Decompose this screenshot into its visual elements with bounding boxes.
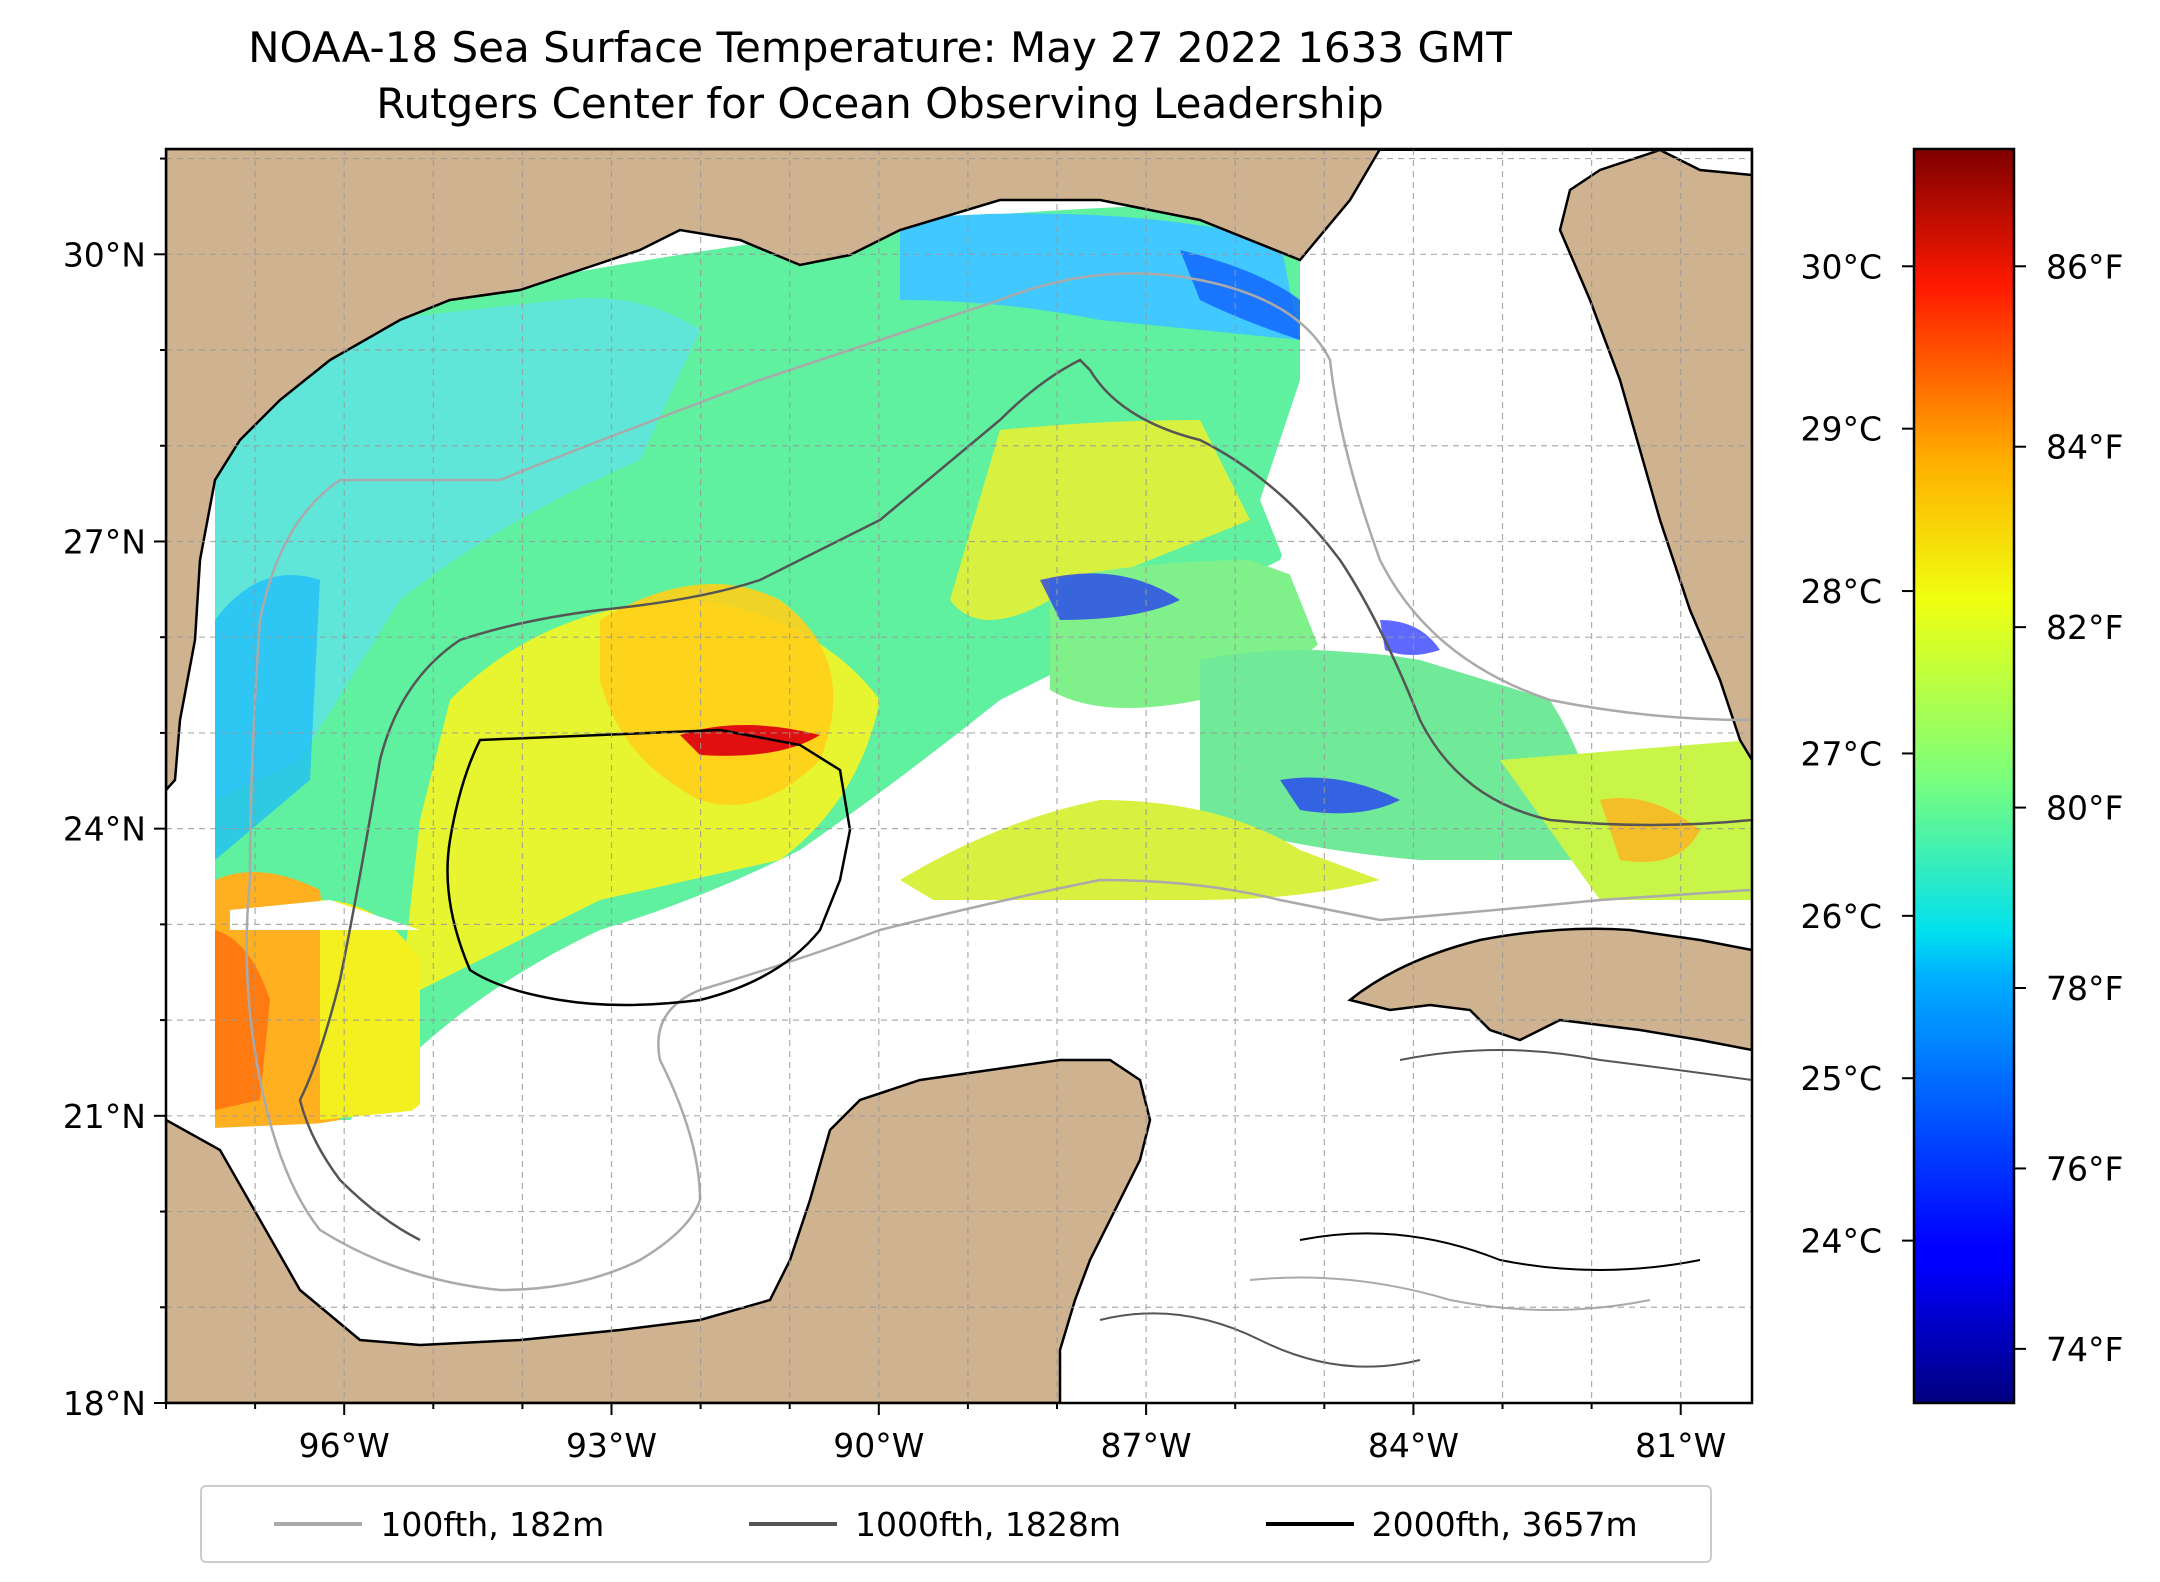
map-subtitle: Rutgers Center for Ocean Observing Leade… (376, 79, 1384, 128)
legend-swatch-2000fth (1265, 1522, 1354, 1526)
celsius-tick-label: 30°C (1800, 247, 1882, 286)
celsius-tick-label: 27°C (1800, 734, 1882, 773)
lat-tick-label: 30°N (63, 235, 146, 274)
legend-label-2000fth: 2000fth, 3657m (1371, 1504, 1638, 1544)
lon-tick-label: 93°W (566, 1426, 657, 1465)
contour-legend: 100fth, 182m 1000fth, 1828m 2000fth, 365… (200, 1485, 1712, 1563)
fahrenheit-tick-label: 76°F (2046, 1149, 2123, 1188)
fahrenheit-tick-label: 74°F (2046, 1330, 2123, 1369)
lat-tick-label: 18°N (63, 1384, 146, 1423)
celsius-tick-label: 29°C (1800, 410, 1882, 449)
lon-tick-label: 81°W (1635, 1426, 1726, 1465)
latitude-axis: 18°N 21°N 24°N 27°N 30°N (63, 157, 166, 1423)
legend-swatch-1000fth (749, 1522, 837, 1526)
celsius-tick-label: 24°C (1800, 1222, 1882, 1261)
colorbar-fahrenheit-axis: 74°F 76°F 78°F 80°F 82°F 84°F 86°F (2014, 247, 2123, 1369)
celsius-tick-label: 28°C (1800, 572, 1882, 611)
map-frame (164, 147, 1754, 1405)
legend-swatch-100fth (274, 1522, 363, 1526)
sst-field (166, 180, 1752, 1403)
longitude-axis: 96°W 93°W 90°W 87°W 84°W 81°W (165, 1403, 1726, 1465)
lat-tick-label: 27°N (63, 522, 146, 561)
map-title: NOAA-18 Sea Surface Temperature: May 27 … (248, 23, 1512, 72)
lon-tick-label: 84°W (1368, 1426, 1459, 1465)
fahrenheit-tick-label: 86°F (2046, 247, 2123, 286)
lon-tick-label: 90°W (833, 1426, 924, 1465)
lon-tick-label: 96°W (299, 1426, 390, 1465)
celsius-tick-label: 26°C (1800, 897, 1882, 936)
fahrenheit-tick-label: 84°F (2046, 428, 2123, 467)
gridlines (166, 149, 1752, 1403)
legend-label-100fth: 100fth, 182m (380, 1504, 605, 1544)
lon-tick-label: 87°W (1101, 1426, 1192, 1465)
celsius-tick-label: 25°C (1800, 1059, 1882, 1098)
colorbar (1912, 147, 2016, 1405)
isobath-contours (245, 272, 1752, 1368)
lat-tick-label: 24°N (63, 810, 146, 849)
fahrenheit-tick-label: 78°F (2046, 969, 2123, 1008)
colorbar-celsius-axis: 24°C 25°C 26°C 27°C 28°C 29°C 30°C (1800, 247, 1914, 1261)
legend-item-2000fth: 2000fth, 3657m (1265, 1504, 1638, 1544)
legend-item-1000fth: 1000fth, 1828m (749, 1505, 1121, 1544)
fahrenheit-tick-label: 80°F (2046, 789, 2123, 828)
legend-label-1000fth: 1000fth, 1828m (855, 1504, 1121, 1544)
legend-item-100fth: 100fth, 182m (274, 1505, 604, 1544)
fahrenheit-tick-label: 82°F (2046, 608, 2123, 647)
lat-tick-label: 21°N (63, 1097, 146, 1136)
map-area (166, 149, 1752, 1403)
